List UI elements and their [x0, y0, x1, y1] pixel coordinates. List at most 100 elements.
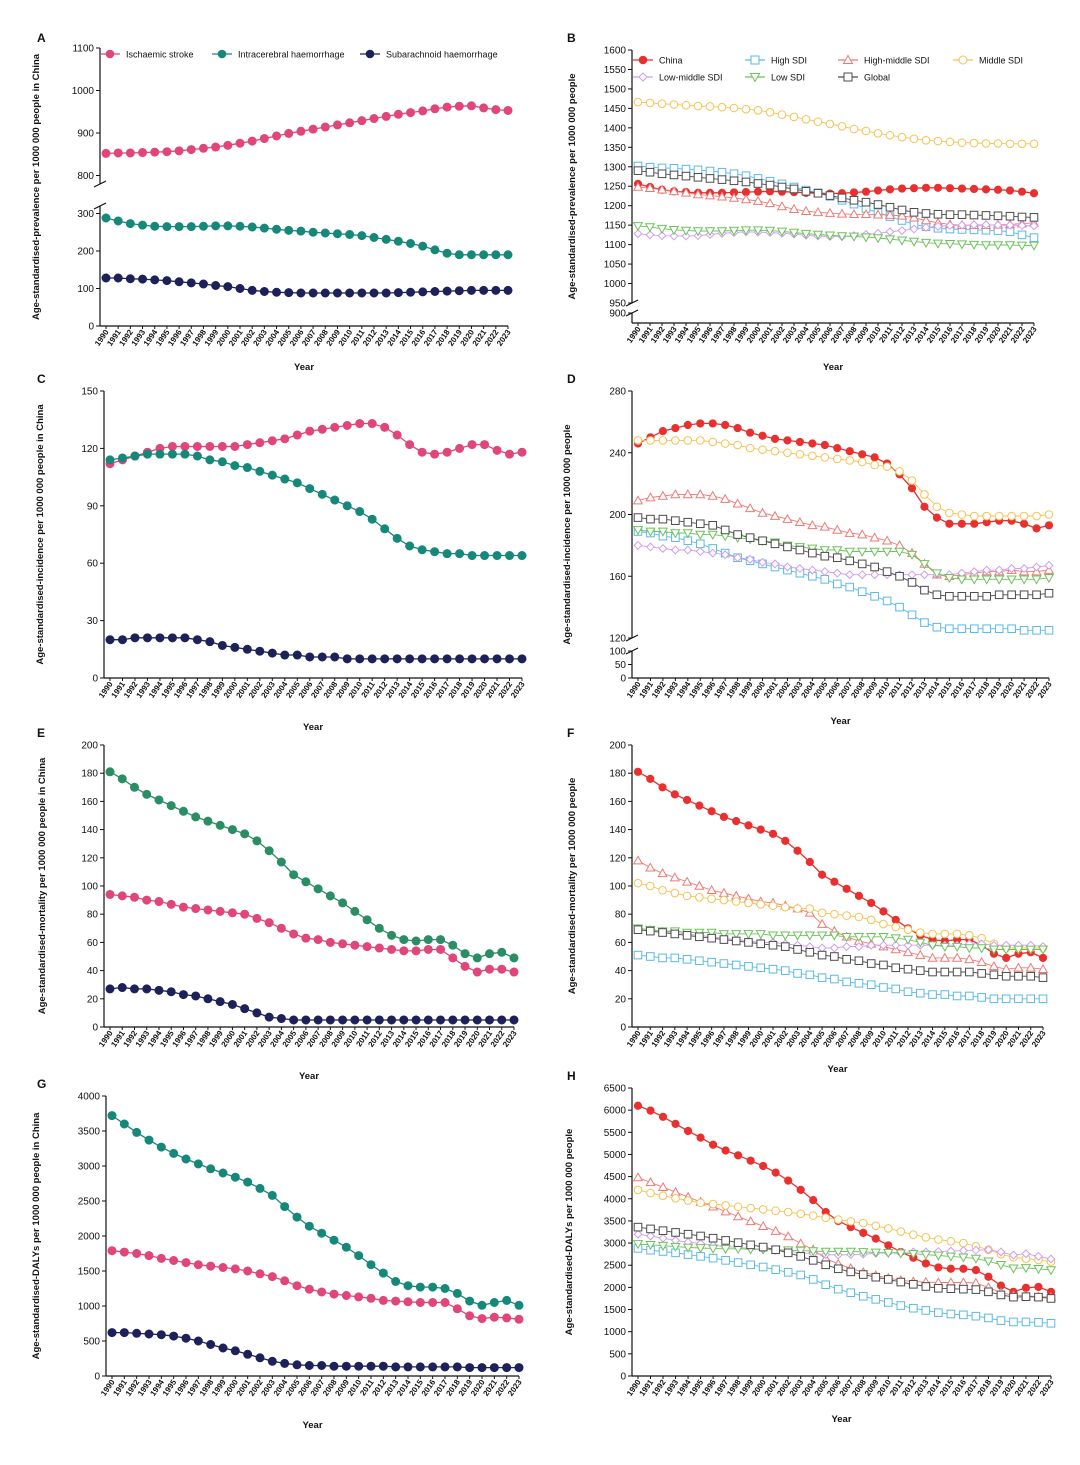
- panel-h-data-point: [808, 1275, 818, 1284]
- panel-d-data-point: [707, 490, 718, 500]
- panel-b-data-point: [909, 208, 919, 217]
- panel-f-data-point: [927, 952, 938, 962]
- panel-e-data-point: [252, 836, 262, 846]
- panel-c-y-tick-label: 30: [87, 616, 99, 627]
- panel-h-data-point: [1008, 1250, 1018, 1260]
- panel-d-data-point: [758, 445, 767, 454]
- panel-e-series-line: [109, 771, 515, 959]
- panel-b-data-point: [729, 103, 739, 113]
- panel-d-data-point: [682, 529, 693, 539]
- panel-c-data-point: [505, 551, 515, 561]
- panel-f-data-point: [743, 930, 754, 940]
- panel-f-data-point: [768, 901, 778, 911]
- panel-f-data-point: [658, 885, 667, 895]
- panel-f-data-point: [694, 880, 705, 890]
- panel-d-data-point: [982, 624, 992, 634]
- panel-d-data-point: [695, 530, 706, 540]
- panel-b-data-point: [777, 182, 787, 192]
- panel-f-data-point: [633, 950, 643, 960]
- panel-h-data-point: [708, 1233, 718, 1243]
- panel-f-data-point: [928, 967, 937, 977]
- panel-a-data-point: [211, 221, 221, 231]
- panel-f-data-point: [670, 953, 680, 963]
- panel-b-data-point: [788, 228, 800, 238]
- panel-h-data-point: [884, 1298, 893, 1307]
- panel-g-data-point: [391, 1277, 401, 1287]
- panel-d-data-point: [907, 610, 917, 620]
- panel-b-data-point: [668, 185, 680, 196]
- panel-b-data-point: [657, 231, 667, 241]
- panel-g-data-point: [292, 1281, 302, 1291]
- panel-a-data-point: [113, 273, 123, 283]
- panel-f-y-tick-label: 80: [615, 910, 627, 921]
- panel-f-data-point: [1001, 994, 1011, 1004]
- panel-e-data-point: [472, 953, 482, 963]
- panel-d-y-tick-label: 120: [609, 634, 626, 645]
- panel-e-data-point: [485, 964, 495, 974]
- panel-f-data-point: [781, 836, 790, 845]
- panel-b-data-point: [945, 184, 955, 193]
- panel-c-data-point: [142, 449, 152, 459]
- panel-f-data-point: [805, 857, 814, 867]
- panel-h-data-point: [633, 1185, 643, 1195]
- panel-g-data-point: [354, 1361, 364, 1371]
- panel-e-y-tick-label: 140: [81, 825, 98, 836]
- panel-b-data-point: [729, 176, 739, 186]
- panel-b-data-point: [897, 205, 907, 215]
- panel-a-data-point: [138, 148, 148, 158]
- panel-d-data-point: [969, 624, 979, 634]
- panel-e-data-point: [264, 846, 274, 856]
- panel-d-data-point: [820, 440, 829, 450]
- panel-g-y-tick-label: 3000: [78, 1162, 101, 1173]
- panel-h-data-point: [658, 1112, 668, 1121]
- legend-label: Ischaemic stroke: [126, 50, 194, 60]
- panel-g-data-point: [206, 1164, 216, 1174]
- panel-g-data-point: [107, 1328, 117, 1338]
- panel-f-data-point: [682, 931, 692, 940]
- panel-h-data-point: [971, 1311, 981, 1321]
- panel-f-data-point: [695, 932, 704, 942]
- panel-b-data-point: [669, 231, 679, 241]
- panel-a-data-point: [454, 250, 464, 260]
- panel-a-data-point: [247, 136, 257, 146]
- panel-d-data-point: [870, 592, 879, 601]
- panel-d-data-point: [982, 592, 992, 601]
- panel-g-data-point: [169, 1148, 179, 1158]
- panel-b-data-point: [993, 211, 1003, 221]
- panel-a-data-point: [454, 286, 464, 296]
- panel-d-series-line: [637, 422, 1050, 530]
- panel-h-data-point: [896, 1227, 906, 1236]
- panel-f-data-point: [792, 931, 803, 941]
- panel-h-data-point: [858, 1270, 868, 1279]
- panel-d-data-point: [881, 535, 893, 545]
- panel-e-data-point: [436, 935, 446, 945]
- panel-b-data-point: [837, 193, 847, 203]
- panel-a-data-point: [491, 285, 501, 295]
- panel-a-data-point: [235, 221, 245, 231]
- panel-a-data-point: [101, 213, 111, 223]
- panel-b-data-point: [1029, 213, 1039, 222]
- panel-h-series-line: [637, 1226, 1052, 1299]
- panel-f-series-0: [633, 767, 1048, 963]
- panel-e-data-point: [497, 964, 507, 974]
- panel-c-data-point: [267, 470, 277, 480]
- panel-d-data-point: [1044, 560, 1054, 570]
- panel-g-data-point: [132, 1249, 142, 1259]
- panel-f-data-point: [927, 941, 938, 951]
- panel-f-data-point: [817, 943, 827, 953]
- panel-d-data-point: [721, 420, 730, 430]
- panel-f-data-point: [719, 812, 729, 822]
- panel-e-data-point: [374, 923, 384, 933]
- panel-c-data-point: [380, 422, 390, 432]
- panel-d-data-point: [1007, 624, 1016, 634]
- panel-b-data-point: [921, 222, 931, 232]
- panel-g-y-tick-label: 2000: [78, 1232, 101, 1243]
- panel-e-data-point: [289, 870, 299, 880]
- panel-d-y-tick-label: 0: [620, 674, 626, 685]
- panel-c-data-point: [217, 457, 227, 467]
- panel-h-data-point: [896, 1277, 906, 1287]
- panel-b-data-point: [801, 186, 811, 196]
- panel-e-data-point: [387, 1015, 397, 1025]
- panel-g-data-point: [280, 1202, 290, 1212]
- panel-b-y-tick-label: 1100: [604, 240, 626, 251]
